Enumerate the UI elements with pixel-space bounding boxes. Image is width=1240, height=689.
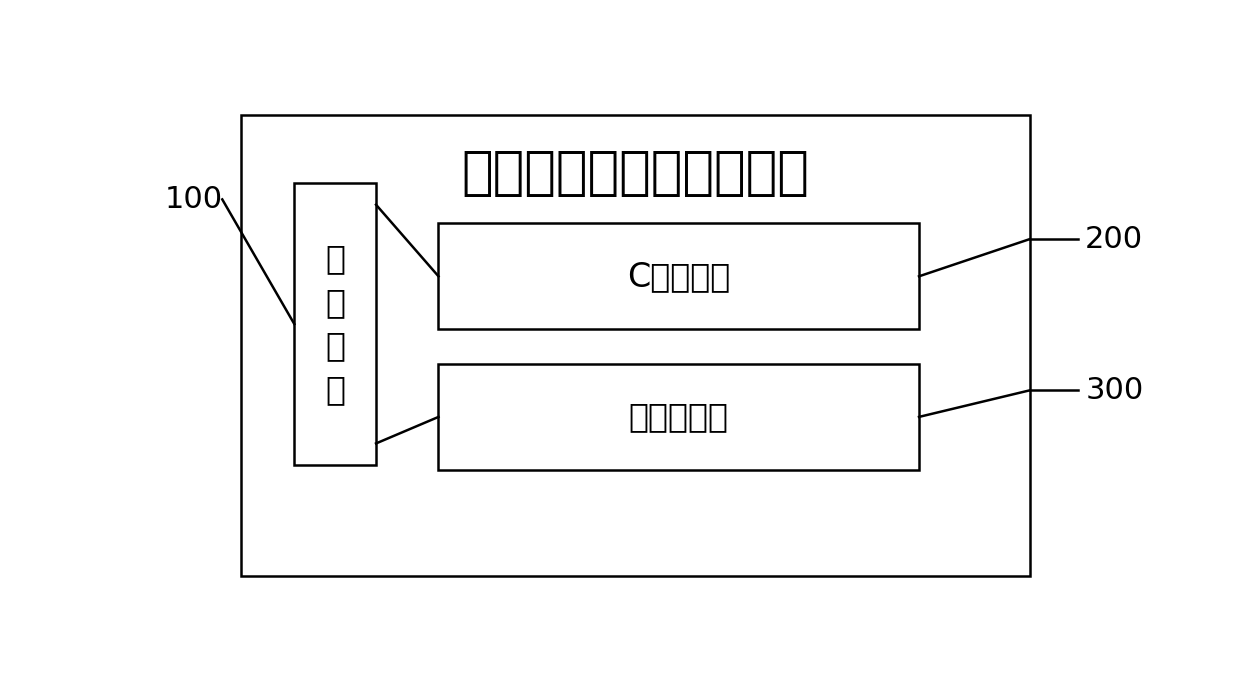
Text: C捕捉装置: C捕捉装置: [627, 260, 730, 293]
Bar: [439, 223, 919, 329]
Text: 200: 200: [1085, 225, 1143, 254]
Bar: [242, 114, 1029, 576]
Text: 产消储装置: 产消储装置: [629, 400, 729, 433]
Text: 300: 300: [1085, 376, 1143, 405]
Bar: [439, 364, 919, 470]
Text: 燃料电池的自组微网系统: 燃料电池的自组微网系统: [461, 147, 810, 199]
Text: 100: 100: [165, 185, 223, 214]
Bar: [294, 183, 376, 464]
Text: 控
制
系
统: 控 制 系 统: [325, 243, 345, 406]
